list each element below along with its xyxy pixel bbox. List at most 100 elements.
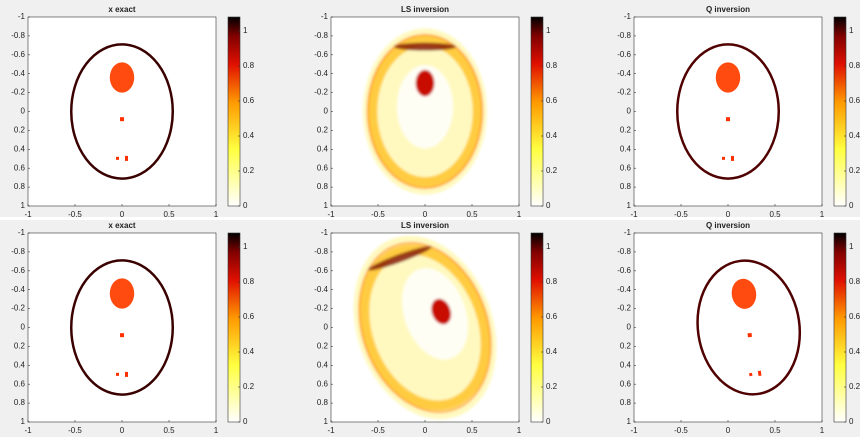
axes-title: Q inversion bbox=[706, 221, 750, 230]
colorbar-tick-label: 1 bbox=[243, 242, 248, 251]
y-tick-label: 1 bbox=[21, 201, 26, 210]
top-arc bbox=[367, 246, 432, 271]
ring-edge bbox=[358, 242, 492, 413]
colorbar-tick-label: 0.4 bbox=[546, 347, 558, 356]
y-tick-label: 0.2 bbox=[620, 126, 632, 135]
x-tick-label: 0.5 bbox=[466, 426, 478, 435]
x-tick-label: -0.5 bbox=[674, 210, 688, 219]
x-tick-label: 1 bbox=[517, 210, 522, 219]
y-tick-label: -0.4 bbox=[314, 69, 328, 78]
ring bbox=[675, 43, 781, 180]
colorbar-tick-label: 0.6 bbox=[546, 312, 558, 321]
dot bbox=[120, 333, 124, 338]
x-tick-label: -1 bbox=[327, 426, 335, 435]
x-tick-label: 0 bbox=[726, 426, 731, 435]
colorbar-tick-label: 0.6 bbox=[849, 312, 860, 321]
y-tick-label: 1 bbox=[21, 417, 26, 426]
x-tick-label: -0.5 bbox=[371, 426, 385, 435]
y-tick-label: -0.6 bbox=[617, 266, 631, 275]
colorbar-tick-label: 0 bbox=[849, 417, 854, 426]
y-tick-label: 0.6 bbox=[620, 163, 632, 172]
y-tick-label: -0.6 bbox=[11, 50, 25, 59]
blob bbox=[715, 62, 741, 93]
colorbar-tick-label: 0 bbox=[243, 417, 248, 426]
y-tick-label: -0.8 bbox=[314, 31, 328, 40]
blurred bbox=[362, 28, 488, 195]
axes-title: x exact bbox=[108, 221, 135, 230]
y-tick-label: -1 bbox=[624, 12, 632, 21]
y-tick-label: 0 bbox=[324, 323, 329, 332]
axes-background bbox=[28, 17, 216, 206]
y-tick-label: -0.2 bbox=[617, 304, 631, 313]
y-tick-label: 1 bbox=[627, 417, 632, 426]
colorbar-tick-label: 0.8 bbox=[546, 61, 558, 70]
colorbar-tick-label: 0.8 bbox=[849, 277, 860, 286]
colorbar bbox=[530, 16, 544, 207]
colorbar-tick-label: 0.8 bbox=[849, 61, 860, 70]
colorbar-tick-label: 0.2 bbox=[546, 382, 558, 391]
y-tick-label: 0.4 bbox=[620, 144, 632, 153]
colorbar bbox=[227, 16, 241, 207]
x-tick-label: 0 bbox=[423, 210, 428, 219]
x-tick-label: 0.5 bbox=[163, 210, 175, 219]
colorbar-tick-label: 0.2 bbox=[849, 166, 860, 175]
ring bbox=[696, 259, 802, 396]
y-tick-label: 1 bbox=[627, 201, 632, 210]
image bbox=[675, 43, 781, 180]
x-tick-label: -0.5 bbox=[68, 426, 82, 435]
y-tick-label: 0.2 bbox=[317, 342, 329, 351]
colorbar-tick-label: 0.2 bbox=[243, 166, 255, 175]
y-tick-label: -1 bbox=[321, 12, 329, 21]
image-content bbox=[69, 259, 175, 396]
y-tick-label: 0.6 bbox=[317, 379, 329, 388]
colorbar-tick-label: 0.4 bbox=[243, 347, 255, 356]
y-tick-label: 1 bbox=[324, 417, 329, 426]
image bbox=[362, 28, 488, 195]
y-tick-label: -1 bbox=[321, 228, 329, 237]
colorbar-tick-label: 0.4 bbox=[849, 347, 860, 356]
image bbox=[69, 43, 175, 180]
x-tick-label: 0 bbox=[726, 210, 731, 219]
y-tick-label: 0.2 bbox=[14, 342, 26, 351]
dot bbox=[757, 370, 762, 377]
y-tick-label: 0.8 bbox=[14, 182, 26, 191]
hot-spot bbox=[415, 69, 435, 97]
y-tick-label: 0.2 bbox=[620, 342, 632, 351]
x-tick-label: -0.5 bbox=[371, 210, 385, 219]
image bbox=[353, 235, 497, 420]
colorbar-tick-label: 0.8 bbox=[546, 277, 558, 286]
x-tick-label: -1 bbox=[630, 426, 638, 435]
colorbar-tick-label: 0.4 bbox=[243, 131, 255, 140]
y-tick-label: 0.4 bbox=[14, 360, 26, 369]
image-content bbox=[69, 43, 175, 180]
y-tick-label: -0.2 bbox=[617, 88, 631, 97]
blob bbox=[109, 62, 135, 93]
x-tick-label: 1 bbox=[820, 426, 825, 435]
colorbar-tick-label: 0.6 bbox=[243, 96, 255, 105]
y-tick-label: 0.4 bbox=[317, 360, 329, 369]
y-tick-label: -0.6 bbox=[11, 266, 25, 275]
y-tick-label: -0.2 bbox=[314, 88, 328, 97]
y-tick-label: -0.2 bbox=[11, 88, 25, 97]
image bbox=[696, 259, 802, 396]
y-tick-label: 0.8 bbox=[317, 398, 329, 407]
image-content bbox=[696, 259, 802, 396]
colorbar-tick-label: 1 bbox=[849, 26, 854, 35]
colorbar-tick-label: 0 bbox=[546, 201, 551, 210]
row-separator bbox=[0, 217, 860, 220]
ring bbox=[367, 35, 483, 188]
center bbox=[397, 65, 453, 149]
ring-edge bbox=[366, 33, 484, 190]
dot bbox=[116, 156, 119, 160]
y-tick-label: -0.2 bbox=[11, 304, 25, 313]
x-tick-label: -0.5 bbox=[674, 426, 688, 435]
y-tick-label: -0.8 bbox=[11, 31, 25, 40]
ring bbox=[69, 43, 175, 180]
x-tick-label: 0 bbox=[120, 210, 125, 219]
colorbar-tick-label: 0.4 bbox=[849, 131, 860, 140]
x-tick-label: 1 bbox=[820, 210, 825, 219]
x-tick-label: 0.5 bbox=[163, 426, 175, 435]
y-tick-label: 0 bbox=[627, 323, 632, 332]
